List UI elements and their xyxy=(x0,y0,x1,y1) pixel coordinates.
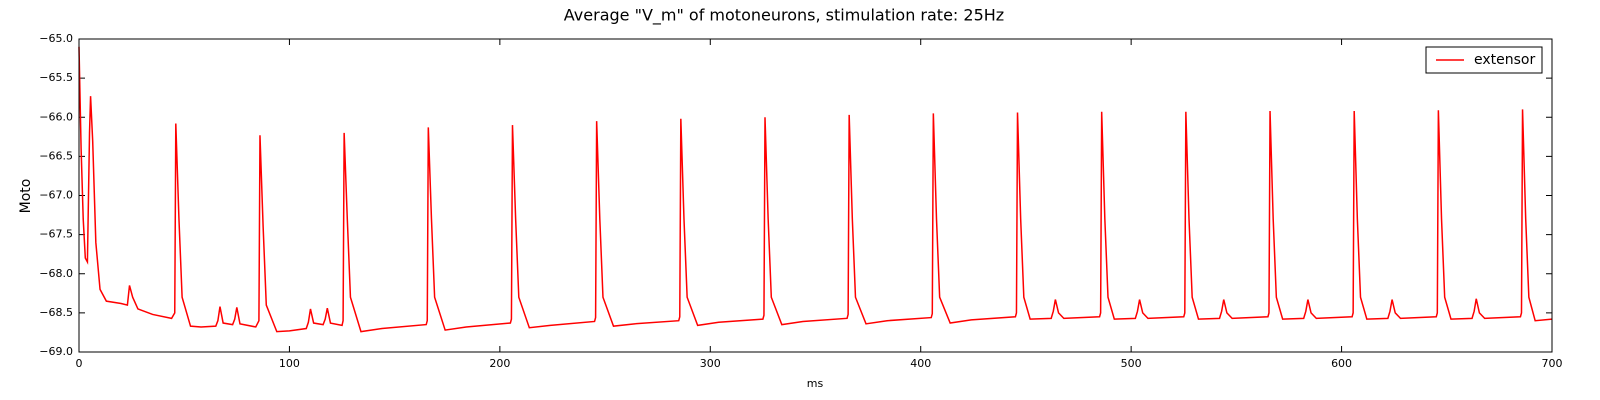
x-tick-label: 300 xyxy=(700,357,721,370)
y-tick-label: −65.0 xyxy=(39,32,73,45)
x-tick-label: 700 xyxy=(1542,357,1563,370)
legend-label: extensor xyxy=(1474,52,1535,68)
y-tick-label: −69.0 xyxy=(39,345,73,358)
y-tick-label: −65.5 xyxy=(39,71,73,84)
y-axis-label: Moto xyxy=(18,179,34,214)
y-tick-label: −68.5 xyxy=(39,306,73,319)
x-tick-label: 100 xyxy=(279,357,300,370)
x-tick-label: 500 xyxy=(1121,357,1142,370)
x-tick-label: 0 xyxy=(76,357,83,370)
x-tick-label: 200 xyxy=(489,357,510,370)
y-tick-label: −66.5 xyxy=(39,149,73,162)
line xyxy=(78,46,1553,333)
x-axis-label: ms xyxy=(807,377,824,390)
y-tick-label: −68.0 xyxy=(39,267,73,280)
x-tick-label: 400 xyxy=(910,357,931,370)
y-tick-label: −67.5 xyxy=(39,228,73,241)
y-tick-label: −66.0 xyxy=(39,110,73,123)
chart-title: Average "V_m" of motoneurons, stimulatio… xyxy=(564,6,1004,26)
y-tick-label: −67.0 xyxy=(39,189,73,202)
plot-frame xyxy=(78,38,1553,353)
x-tick-label: 600 xyxy=(1331,357,1352,370)
